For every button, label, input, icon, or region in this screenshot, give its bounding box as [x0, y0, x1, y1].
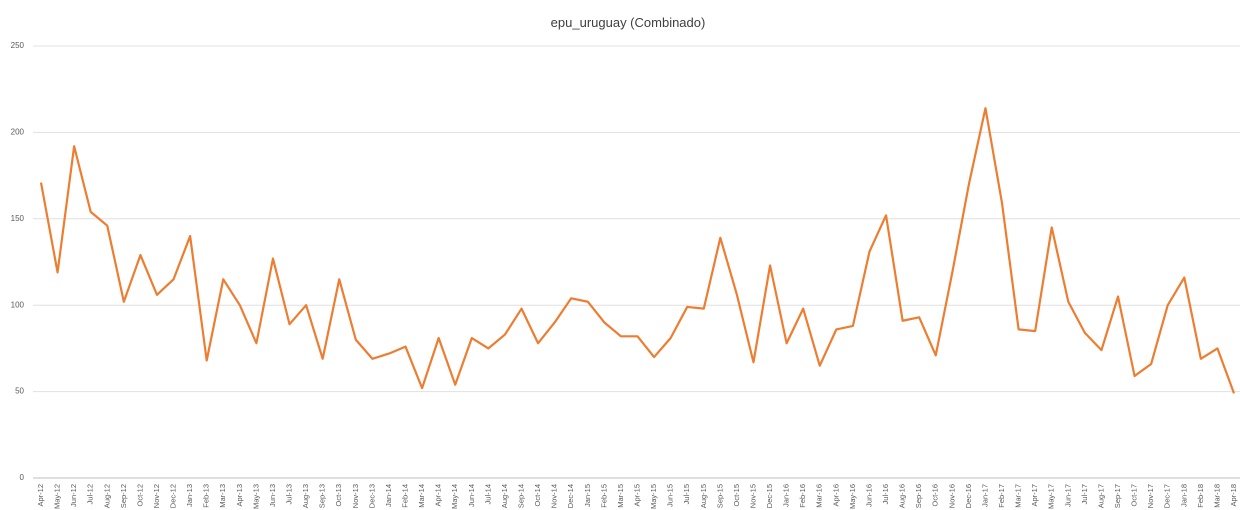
x-tick-label: Mar-13 — [218, 484, 227, 508]
x-tick-label: Jan-13 — [185, 484, 194, 507]
x-tick-label: Sep-16 — [914, 484, 923, 508]
x-tick-label: Nov-14 — [550, 484, 559, 508]
x-tick-label: Dec-15 — [765, 484, 774, 508]
y-tick-label: 0 — [20, 473, 25, 482]
x-tick-label: Feb-16 — [798, 484, 807, 508]
x-tick-label: Sep-12 — [119, 484, 128, 508]
x-tick-label: Apr-18 — [1229, 484, 1238, 507]
x-tick-label: May-17 — [1047, 484, 1056, 509]
y-tick-label: 50 — [15, 387, 24, 396]
x-tick-label: Oct-15 — [732, 484, 741, 507]
x-tick-label: Oct-17 — [1130, 484, 1139, 507]
x-tick-label: Jul-15 — [682, 484, 691, 504]
chart-title: epu_uruguay (Combinado) — [551, 15, 706, 30]
x-tick-label: Jan-14 — [384, 484, 393, 507]
x-tick-label: Dec-17 — [1163, 484, 1172, 508]
x-tick-label: Jun-12 — [69, 484, 78, 507]
x-tick-label: Oct-16 — [931, 484, 940, 507]
x-tick-label: Dec-16 — [964, 484, 973, 508]
x-tick-label: Feb-13 — [202, 484, 211, 508]
x-tick-label: Jul-14 — [483, 484, 492, 504]
x-tick-label: Jan-18 — [1179, 484, 1188, 507]
x-tick-label: Apr-15 — [632, 484, 641, 507]
x-tick-label: Jun-17 — [1063, 484, 1072, 507]
y-tick-label: 200 — [11, 128, 25, 137]
x-tick-label: Feb-17 — [997, 484, 1006, 508]
x-tick-label: Aug-16 — [898, 484, 907, 508]
x-tick-label: May-16 — [848, 484, 857, 509]
x-tick-label: Jun-15 — [666, 484, 675, 507]
y-tick-label: 250 — [11, 41, 25, 50]
x-tick-label: Sep-14 — [516, 484, 525, 508]
x-tick-label: May-12 — [53, 484, 62, 509]
y-tick-label: 150 — [11, 214, 25, 223]
x-tick-label: Oct-14 — [533, 484, 542, 507]
x-tick-label: Mar-18 — [1212, 484, 1221, 508]
x-tick-label: Jul-16 — [881, 484, 890, 504]
x-tick-label: Apr-12 — [36, 484, 45, 507]
x-tick-label: Jan-16 — [782, 484, 791, 507]
x-tick-label: Nov-15 — [748, 484, 757, 508]
x-tick-label: Mar-16 — [815, 484, 824, 508]
x-tick-label: Jul-17 — [1080, 484, 1089, 504]
x-tick-label: Jun-14 — [467, 484, 476, 507]
x-tick-label: Aug-17 — [1096, 484, 1105, 508]
x-tick-label: Apr-14 — [434, 484, 443, 507]
x-tick-label: Feb-18 — [1196, 484, 1205, 508]
x-tick-label: May-14 — [450, 484, 459, 509]
x-tick-label: Nov-16 — [947, 484, 956, 508]
x-tick-label: Feb-14 — [401, 484, 410, 508]
x-tick-label: Aug-14 — [500, 484, 509, 508]
x-tick-label: Aug-15 — [699, 484, 708, 508]
x-tick-label: Aug-13 — [301, 484, 310, 508]
x-tick-label: Sep-17 — [1113, 484, 1122, 508]
x-tick-label: Jul-13 — [285, 484, 294, 504]
x-tick-label: Jun-13 — [268, 484, 277, 507]
x-tick-label: Oct-12 — [135, 484, 144, 507]
x-tick-label: May-13 — [251, 484, 260, 509]
line-series — [39, 107, 1236, 394]
x-tick-label: Nov-13 — [351, 484, 360, 508]
x-tick-label: Jun-16 — [864, 484, 873, 507]
x-tick-label: Mar-15 — [616, 484, 625, 508]
x-tick-label: Apr-17 — [1030, 484, 1039, 507]
x-tick-label: Sep-15 — [715, 484, 724, 508]
x-tick-label: Jan-17 — [980, 484, 989, 507]
x-tick-label: Jan-15 — [583, 484, 592, 507]
x-tick-label: Nov-12 — [152, 484, 161, 508]
y-tick-label: 100 — [11, 300, 25, 309]
x-tick-label: Sep-13 — [318, 484, 327, 508]
x-tick-label: Oct-13 — [334, 484, 343, 507]
x-tick-label: Aug-12 — [102, 484, 111, 508]
x-tick-label: Jul-12 — [86, 484, 95, 504]
x-tick-label: Dec-12 — [169, 484, 178, 508]
x-tick-label: Dec-14 — [566, 484, 575, 508]
x-tick-label: Apr-16 — [831, 484, 840, 507]
x-tick-label: Nov-17 — [1146, 484, 1155, 508]
x-tick-label: Apr-13 — [235, 484, 244, 507]
x-tick-label: Mar-17 — [1014, 484, 1023, 508]
x-tick-label: May-15 — [649, 484, 658, 509]
x-tick-label: Mar-14 — [417, 484, 426, 508]
x-tick-label: Feb-15 — [599, 484, 608, 508]
x-tick-label: Dec-13 — [367, 484, 376, 508]
